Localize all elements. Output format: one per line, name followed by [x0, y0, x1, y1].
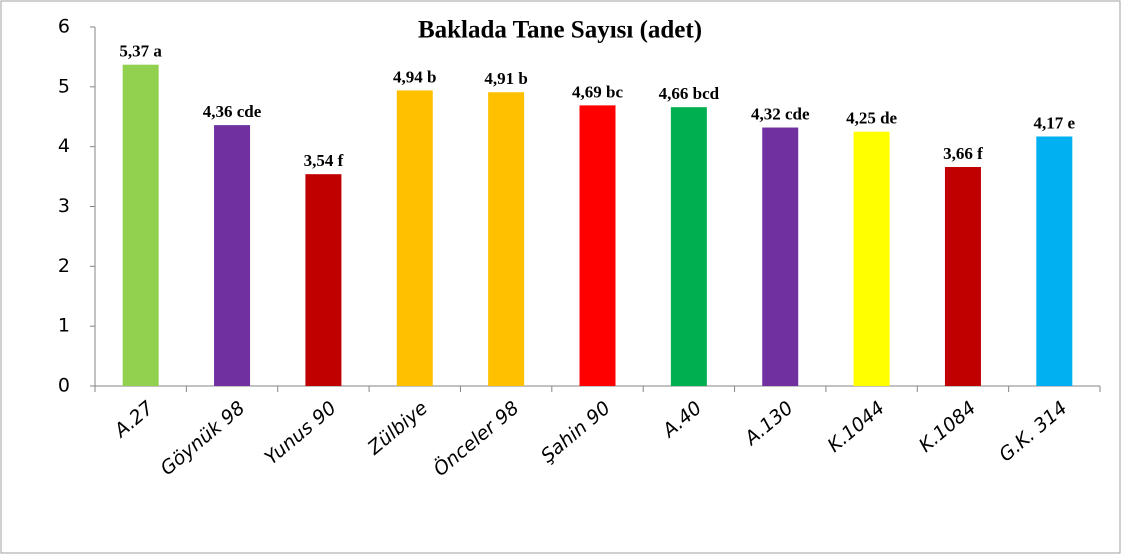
- y-tick-label: 5: [58, 75, 70, 97]
- bar: [1036, 136, 1073, 386]
- bar: [762, 127, 799, 387]
- bar: [122, 64, 159, 386]
- value-label: 4,25 de: [846, 109, 897, 128]
- y-tick-label: 3: [58, 195, 70, 217]
- value-label: 3,66 f: [943, 144, 983, 163]
- value-label: 4,69 bc: [572, 82, 623, 101]
- y-tick-label: 4: [58, 135, 70, 157]
- value-label: 4,32 cde: [751, 105, 810, 124]
- y-tick-label: 2: [58, 255, 70, 277]
- y-tick-label: 1: [58, 315, 70, 337]
- value-label: 4,91 b: [484, 69, 527, 88]
- value-label: 4,17 e: [1034, 113, 1076, 132]
- value-label: 5,37 a: [119, 42, 162, 61]
- chart-title: Baklada Tane Sayısı (adet): [418, 17, 702, 44]
- y-tick-label: 6: [58, 16, 70, 38]
- bar: [670, 107, 707, 386]
- value-label: 4,94 b: [393, 67, 436, 86]
- bar: [579, 105, 616, 387]
- value-label: 4,36 cde: [203, 102, 262, 121]
- value-label: 3,54 f: [304, 151, 344, 170]
- bar: [214, 125, 251, 387]
- bar: [853, 131, 890, 386]
- bar: [396, 90, 433, 386]
- value-label: 4,66 bcd: [659, 84, 720, 103]
- bar: [488, 92, 525, 387]
- y-tick-label: 0: [58, 375, 70, 397]
- bar: [305, 174, 342, 386]
- bar: [944, 167, 981, 386]
